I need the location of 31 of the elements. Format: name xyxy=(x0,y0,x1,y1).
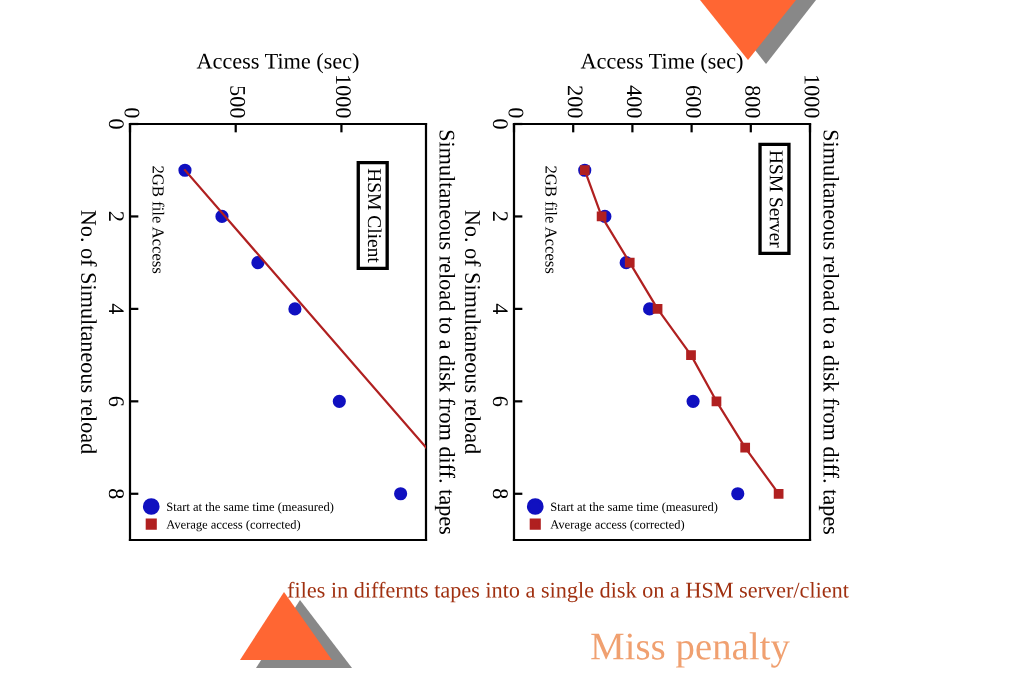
text: Simultaneous reload to a disk from diff. tapes xyxy=(818,130,840,535)
y-tick-label: 6 xyxy=(108,396,124,407)
x-tick-label: 1000 xyxy=(335,75,351,118)
x-axis-title: Access Time (sec) xyxy=(196,53,359,74)
x-tick-label: 500 xyxy=(230,86,246,118)
y-tick-label: 0 xyxy=(108,119,124,129)
y-tick-label: 2 xyxy=(109,211,124,221)
x-tick-label: 0 xyxy=(508,108,524,118)
text: Simultaneous reload to a disk from diff. tapes xyxy=(434,130,456,535)
x-tick-label: 200 xyxy=(567,86,583,118)
y-axis-title: No. of Simultaneous reload xyxy=(80,210,97,454)
annotation: 2GB file Access xyxy=(152,166,165,274)
y-tick-label: 0 xyxy=(492,119,508,129)
y-tick-label: 2 xyxy=(493,211,508,221)
x-axis-title: Access Time (sec) xyxy=(580,53,743,74)
x-tick-label: 400 xyxy=(626,85,642,118)
x-tick-label: 0 xyxy=(124,108,140,118)
text: Miss penalty xyxy=(591,632,790,668)
x-tick-label: 800 xyxy=(745,85,761,118)
x-tick-label: 1000 xyxy=(804,75,820,118)
y-axis-title: No. of Simultaneous reload xyxy=(464,210,481,454)
y-tick-label: 6 xyxy=(492,396,508,407)
annotation: HSM Server xyxy=(769,150,783,248)
y-tick-label: 4 xyxy=(109,303,124,315)
x-tick-label: 600 xyxy=(686,86,702,118)
annotation: 2GB file Access xyxy=(545,166,558,274)
y-tick-label: 4 xyxy=(493,303,508,315)
y-tick-label: 8 xyxy=(108,489,124,499)
text: files in differnts tapes into a single disk on a HSM server/client xyxy=(287,581,849,603)
y-tick-label: 8 xyxy=(492,489,508,499)
annotation: HSM Client xyxy=(367,168,382,263)
